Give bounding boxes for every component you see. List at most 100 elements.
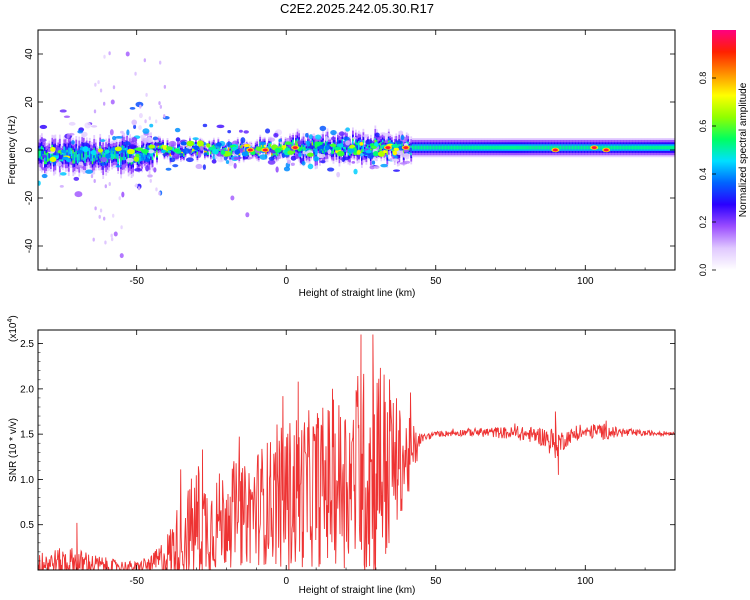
snr-axes: -50 0 50 100 0.5 1.0 1.5 2.0 2.5 <box>20 330 676 587</box>
heatmap-speckle <box>59 185 64 188</box>
heatmap-cell <box>645 145 647 150</box>
heatmap-speckle <box>165 167 172 171</box>
snr-x-tick-label: 50 <box>430 576 442 587</box>
heatmap-cell <box>477 145 480 150</box>
heatmap-speckle <box>324 135 329 142</box>
heatmap-blob <box>186 140 195 147</box>
heatmap-cell <box>574 145 577 150</box>
heatmap-cell <box>296 141 299 147</box>
heatmap-speckle <box>71 140 75 145</box>
heatmap-cell <box>91 155 94 162</box>
heatmap-speckle <box>363 134 369 138</box>
heatmap-faint-speck <box>110 233 113 238</box>
colorbar-label: Normalized spectral amplitude <box>738 82 749 217</box>
heatmap-blob <box>109 153 115 159</box>
heatmap-cell <box>474 145 477 150</box>
heatmap-cell <box>362 142 365 150</box>
heatmap-speckle <box>401 152 405 158</box>
heatmap-cell <box>124 150 127 157</box>
heatmap-cell <box>604 145 607 150</box>
heatmap-speckle <box>162 153 168 157</box>
heatmap-cell <box>314 148 317 156</box>
heatmap-cell <box>402 149 405 155</box>
heatmap-speckle <box>153 142 162 146</box>
heatmap-speckle <box>400 134 405 141</box>
heatmap-speckle <box>351 161 356 164</box>
heatmap-faint-speck <box>155 187 158 192</box>
heatmap-speckle <box>211 159 217 164</box>
heatmap-cell <box>277 151 280 155</box>
heatmap-plot-area <box>38 30 675 270</box>
heatmap-cell <box>479 145 481 150</box>
heatmap-cell <box>87 150 90 156</box>
heatmap-speckle <box>174 127 181 133</box>
heatmap-cell <box>504 145 507 150</box>
heatmap-speckle <box>140 134 147 138</box>
heatmap-cell <box>634 145 637 150</box>
heatmap-blob <box>365 149 372 154</box>
heatmap-cell <box>582 145 585 150</box>
heatmap-cell <box>151 151 154 158</box>
heatmap-cell <box>664 145 667 150</box>
snr-y-tick-label: 1.5 <box>20 430 34 441</box>
heatmap-cell <box>437 145 440 150</box>
heatmap-speckle <box>331 136 336 141</box>
heatmap-cell <box>40 149 43 157</box>
heatmap-faint-speck <box>93 109 97 114</box>
heatmap-speckle <box>126 157 134 163</box>
heatmap-outlier <box>245 212 250 218</box>
heatmap-cell <box>600 145 603 150</box>
colorbar-tick-label: 0.0 <box>698 264 708 277</box>
heatmap-cell <box>612 145 614 150</box>
heatmap-cell <box>340 145 342 151</box>
snr-y-tick-label: 1.0 <box>20 475 34 486</box>
heatmap-blob <box>347 148 355 153</box>
heatmap-cell <box>449 145 452 150</box>
heatmap-faint-speck <box>134 71 137 76</box>
heatmap-y-tick-label: -20 <box>24 190 35 205</box>
heatmap-cell <box>556 145 559 150</box>
heatmap-blob <box>62 156 69 160</box>
heatmap-blob <box>76 149 84 154</box>
heatmap-cell <box>667 145 670 150</box>
heatmap-outlier <box>110 99 115 105</box>
heatmap-hotspot <box>591 146 597 150</box>
heatmap-cell <box>630 145 632 150</box>
heatmap-speckle <box>81 142 90 148</box>
heatmap-cell <box>169 152 172 157</box>
heatmap-cell <box>352 140 354 147</box>
heatmap-speckle <box>233 162 237 169</box>
heatmap-cell <box>112 151 115 157</box>
heatmap-speckle <box>283 166 291 172</box>
heatmap-faint-speck <box>148 116 152 121</box>
heatmap-speckle <box>154 139 160 143</box>
heatmap-cell <box>468 145 471 150</box>
snr-x-tick-label: -50 <box>129 576 144 587</box>
heatmap-cell <box>202 144 205 147</box>
heatmap-blob <box>316 146 325 150</box>
heatmap-speckle <box>168 140 177 147</box>
heatmap-faint-speck <box>137 186 141 191</box>
heatmap-cell <box>646 145 649 150</box>
heatmap-speckle <box>119 130 124 134</box>
heatmap-cell <box>657 145 659 150</box>
heatmap-faint-speck <box>102 216 106 221</box>
snr-line <box>38 334 675 570</box>
heatmap-faint-speck <box>98 214 101 219</box>
heatmap-cell <box>154 145 157 149</box>
heatmap-blob <box>60 149 67 154</box>
heatmap-speckle <box>273 132 279 138</box>
heatmap-cell <box>75 150 78 158</box>
heatmap-speckle <box>275 166 279 173</box>
heatmap-cell <box>621 145 623 150</box>
heatmap-speckle <box>290 155 297 161</box>
snr-y-multiplier: (x104) <box>7 315 19 342</box>
heatmap-cell <box>260 144 263 147</box>
heatmap-blob <box>392 150 398 156</box>
snr-y-multiplier-prefix: (x10 <box>8 322 19 342</box>
heatmap-speckle <box>240 137 246 144</box>
heatmap-cell <box>488 145 490 150</box>
heatmap-speckle <box>100 156 108 163</box>
heatmap-speckle <box>39 138 47 143</box>
